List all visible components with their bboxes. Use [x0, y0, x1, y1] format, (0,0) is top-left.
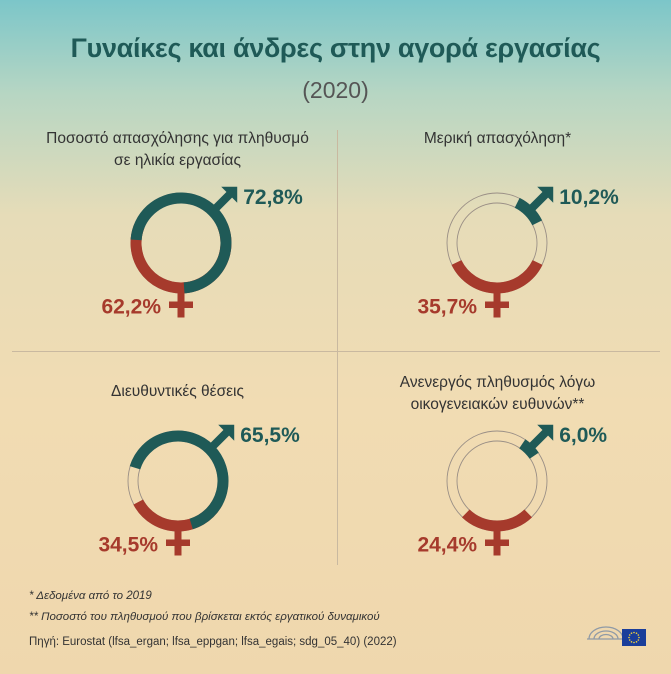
- male-symbol-arrowhead: [221, 186, 238, 203]
- vertical-divider: [337, 130, 338, 565]
- male-symbol-arrowhead: [537, 424, 554, 441]
- panel-title-employment-line2: σε ηλικία εργασίας: [114, 152, 241, 169]
- female-symbol-bar: [485, 539, 509, 546]
- male-arc: [514, 197, 543, 226]
- male-value-label: 65,5%: [240, 424, 300, 447]
- male-symbol-shaft: [527, 427, 551, 451]
- panel-title-management: Διευθυντικές θέσεις: [20, 381, 335, 403]
- female-arc: [451, 259, 543, 294]
- parliament-hemicycle-icon: [587, 626, 625, 640]
- female-value-label: 62,2%: [101, 296, 161, 319]
- footnote-1: * Δεδομένα από το 2019: [29, 590, 152, 602]
- male-symbol-shaft: [527, 189, 551, 213]
- male-symbol-arrowhead: [537, 186, 554, 203]
- panel-title-inactive: Ανενεργός πληθυσμός λόγω οικογενειακών ε…: [340, 372, 655, 416]
- female-symbol-bar: [485, 301, 509, 308]
- male-symbol-shaft: [211, 189, 235, 213]
- male-arc: [130, 192, 232, 294]
- panel-title-part-time-line1: Μερική απασχόληση*: [423, 130, 572, 147]
- female-value-label: 24,4%: [417, 534, 477, 557]
- source-note: Πηγή: Eurostat (lfsa_ergan; lfsa_eppgan;…: [29, 636, 397, 648]
- male-symbol-arrowhead: [218, 424, 235, 441]
- panel-title-management-line1: Διευθυντικές θέσεις: [111, 383, 244, 400]
- male-arc: [129, 430, 229, 530]
- female-arc: [461, 509, 533, 532]
- male-symbol-shaft: [208, 427, 232, 451]
- logos: [585, 617, 647, 656]
- male-value-label: 10,2%: [559, 186, 619, 209]
- female-symbol-bar: [166, 539, 190, 546]
- female-value-label: 34,5%: [98, 534, 158, 557]
- panel-title-inactive-line1: Ανενεργός πληθυσμός λόγω: [399, 374, 596, 391]
- page-title: Γυναίκες και άνδρες στην αγορά εργασίας: [70, 33, 601, 63]
- page-subtitle: (2020): [302, 77, 369, 103]
- female-value-label: 35,7%: [417, 296, 477, 319]
- male-arc: [519, 439, 539, 459]
- panel-title-employment-line1: Ποσοστό απασχόλησης για πληθυσμό: [46, 130, 309, 147]
- footnote-2: ** Ποσοστό του πληθυσμού που βρίσκεται ε…: [29, 611, 380, 623]
- horizontal-divider: [12, 351, 660, 352]
- male-value-label: 6,0%: [559, 424, 607, 447]
- male-value-label: 72,8%: [243, 186, 303, 209]
- panel-title-part-time: Μερική απασχόληση*: [340, 128, 655, 150]
- eu-flag-icon: [622, 629, 646, 646]
- panel-title-employment: Ποσοστό απασχόλησης για πληθυσμό σε ηλικ…: [20, 128, 335, 172]
- panel-title-inactive-line2: οικογενειακών ευθυνών**: [410, 396, 585, 413]
- female-symbol-bar: [169, 301, 193, 308]
